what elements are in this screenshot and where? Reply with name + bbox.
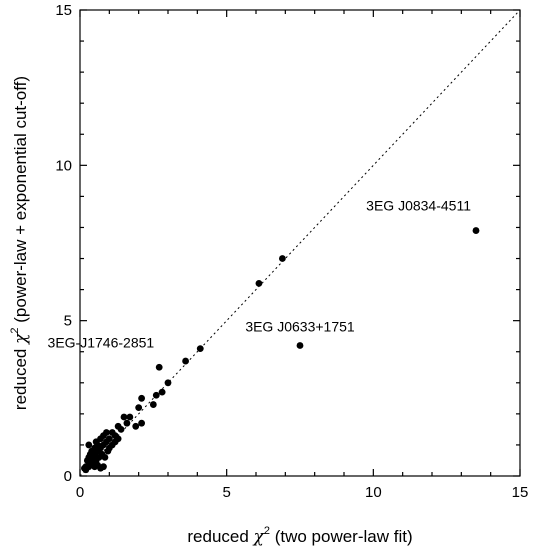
data-point — [472, 227, 480, 234]
y-tick-label: 0 — [64, 468, 72, 485]
x-axis-title-sup: 2 — [264, 525, 270, 537]
data-point — [279, 255, 286, 262]
data-point — [105, 444, 113, 452]
diagonal-reference-line — [79, 9, 521, 477]
y-axis-title-chi: χ — [11, 332, 31, 345]
data-point — [196, 345, 204, 353]
data-point — [138, 394, 146, 402]
data-point — [138, 419, 146, 427]
data-point — [85, 441, 93, 449]
data-point — [83, 457, 91, 464]
data-point — [120, 413, 128, 421]
data-point — [164, 379, 172, 387]
x-tick-label: 10 — [365, 484, 382, 501]
data-point — [158, 388, 166, 396]
x-axis-title-suffix: (two power-law fit) — [270, 527, 413, 546]
data-point — [296, 342, 304, 349]
plot-frame — [79, 9, 521, 477]
data-point — [81, 464, 88, 472]
x-tick-label: 5 — [222, 484, 230, 501]
data-point — [149, 401, 157, 408]
data-point — [126, 413, 134, 421]
data-point — [152, 391, 160, 399]
data-point — [135, 404, 143, 412]
data-point — [255, 279, 263, 287]
data-point — [182, 357, 190, 365]
data-points — [81, 227, 480, 474]
data-point — [132, 422, 140, 430]
data-point — [86, 450, 94, 458]
data-point — [100, 463, 107, 471]
x-axis-title: reduced χ2 (two power-law fit) — [187, 525, 412, 547]
data-point — [155, 363, 163, 371]
data-point — [114, 435, 122, 443]
point-annotation: 3EG J0633+1751 — [245, 319, 355, 335]
y-axis-title-prefix: reduced — [11, 344, 30, 410]
y-tick-label: 5 — [64, 313, 72, 330]
data-point — [114, 422, 122, 430]
y-axis-title-sup: 2 — [9, 327, 21, 333]
data-point — [123, 419, 131, 427]
data-point — [101, 453, 109, 461]
x-tick-label: 15 — [512, 484, 529, 501]
y-tick-label: 10 — [55, 157, 72, 174]
x-axis-title-chi: χ — [253, 527, 266, 547]
axes: 0 5 10 15 0 5 10 15 — [55, 2, 528, 501]
x-axis-title-prefix: reduced — [187, 527, 253, 546]
y-equals-x-line — [79, 9, 521, 477]
y-tick-label: 15 — [55, 2, 72, 19]
y-axis-title: reduced χ2 (power-law + exponential cut-… — [9, 76, 31, 410]
annotations: 3EG J0834-4511 3EG J0633+1751 3EG-J1746-28… — [48, 198, 472, 351]
x-tick-label: 0 — [76, 484, 84, 501]
data-point — [108, 429, 116, 436]
data-point — [92, 438, 100, 446]
y-axis-title-suffix: (power-law + exponential cut-off) — [11, 76, 30, 328]
point-annotation: 3EG-J1746-2851 — [48, 334, 155, 350]
point-annotation: 3EG J0834-4511 — [366, 198, 471, 214]
data-point — [89, 458, 97, 466]
